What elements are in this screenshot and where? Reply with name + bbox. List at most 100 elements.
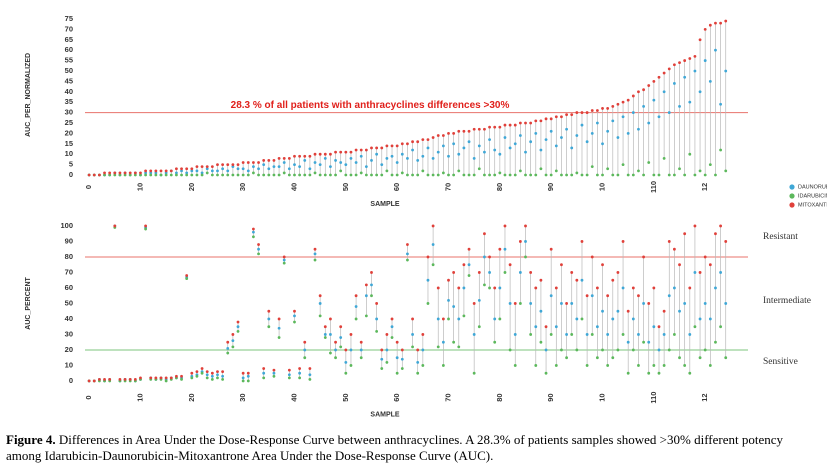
dot — [282, 255, 286, 259]
x-tick-label: 10 — [135, 393, 144, 401]
dot — [144, 169, 148, 173]
dot — [195, 370, 199, 374]
dot — [447, 317, 450, 321]
dot — [693, 55, 697, 58]
dot — [128, 173, 132, 177]
dot — [498, 171, 502, 175]
dot — [159, 376, 163, 380]
dot — [467, 263, 471, 267]
dot — [472, 173, 476, 177]
dot — [529, 271, 533, 274]
dot — [421, 364, 425, 367]
dot — [477, 298, 481, 302]
dot — [380, 173, 384, 177]
dot — [169, 376, 173, 380]
dot — [323, 152, 327, 156]
dot — [349, 348, 353, 352]
dot — [472, 156, 476, 160]
dot — [616, 271, 620, 274]
dot — [493, 125, 497, 129]
dot — [159, 173, 163, 177]
dot — [436, 173, 440, 177]
dot — [565, 356, 568, 360]
dot — [554, 144, 558, 148]
dot — [154, 171, 158, 175]
dot — [595, 356, 599, 360]
dot — [359, 154, 363, 158]
dot — [267, 167, 271, 171]
dot — [329, 317, 332, 321]
dot — [508, 302, 512, 305]
dot — [390, 144, 394, 148]
dot — [565, 302, 568, 305]
dot — [246, 379, 250, 383]
y-tick-label: 60 — [65, 283, 73, 292]
dot — [672, 247, 676, 251]
dot — [544, 117, 548, 121]
region-label: Sensitive — [763, 357, 798, 367]
dot — [221, 374, 225, 378]
dot — [642, 173, 645, 177]
x-tick-label: 60 — [392, 183, 401, 191]
dot — [580, 278, 584, 282]
dot — [205, 171, 209, 175]
dot — [467, 140, 471, 144]
x-tick-label: 12 — [700, 393, 709, 401]
dot — [190, 371, 194, 375]
x-tick-label: 40 — [289, 183, 298, 191]
dot — [662, 309, 666, 313]
y-tick-label: 20 — [65, 345, 73, 354]
dot — [483, 150, 486, 154]
dot — [185, 277, 189, 281]
dot — [226, 347, 230, 350]
dot — [575, 111, 579, 114]
dot — [426, 173, 430, 177]
dot — [488, 286, 491, 290]
dot — [539, 167, 543, 171]
y-axis-label: AUC_PERCENT — [25, 276, 32, 329]
dot — [216, 173, 219, 177]
dot — [642, 302, 645, 305]
dot — [426, 255, 430, 259]
dot — [236, 329, 240, 333]
dot — [303, 356, 307, 360]
dot — [431, 173, 435, 177]
dot — [560, 302, 563, 305]
dot — [590, 165, 594, 169]
dot — [262, 371, 266, 375]
dot — [498, 125, 502, 129]
dot — [657, 371, 661, 375]
dot — [364, 294, 368, 298]
dot — [462, 286, 466, 290]
dot — [118, 171, 122, 175]
dot — [652, 364, 656, 367]
dot — [380, 367, 384, 370]
dot — [421, 138, 425, 142]
dot — [565, 173, 568, 177]
y-tick-label: 90 — [65, 236, 73, 245]
dot — [719, 224, 722, 228]
dot — [606, 167, 610, 171]
dot — [524, 121, 527, 125]
dot — [518, 169, 522, 173]
dot — [601, 142, 604, 146]
dot — [298, 367, 302, 370]
dot — [287, 156, 291, 160]
dot — [544, 371, 548, 375]
dot — [303, 340, 307, 344]
dot — [385, 169, 389, 173]
dot — [416, 173, 420, 177]
dot — [441, 364, 445, 367]
caption: Figure 4. Differences in Area Under the … — [6, 432, 821, 464]
dot — [493, 148, 497, 152]
dot — [262, 163, 266, 166]
dot — [667, 348, 671, 352]
dot — [683, 302, 687, 305]
dot — [364, 165, 368, 169]
dot — [98, 378, 101, 381]
dot — [103, 173, 106, 177]
y-tick-label: 40 — [65, 87, 73, 96]
x-tick-label: 0 — [84, 396, 93, 400]
dot — [570, 113, 574, 117]
